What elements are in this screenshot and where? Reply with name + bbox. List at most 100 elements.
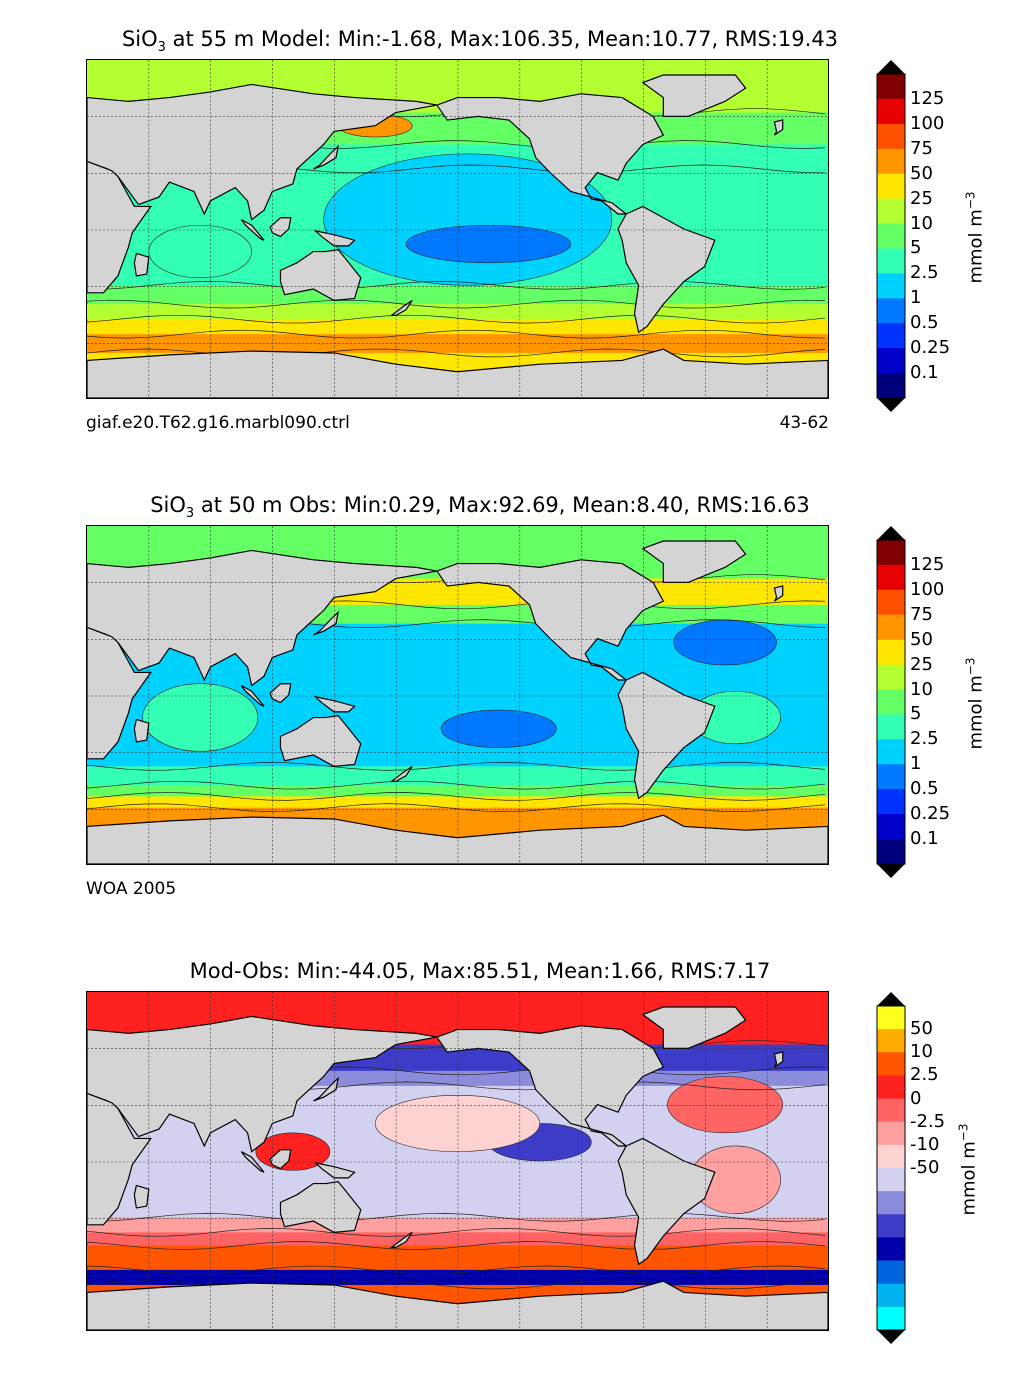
colorbar-segment bbox=[877, 348, 905, 374]
colorbar-tick-label: 125 bbox=[910, 553, 945, 575]
colorbar-segment bbox=[877, 1006, 905, 1030]
colorbar-tick-label: 50 bbox=[910, 628, 933, 650]
colorbar-tick-label: 1 bbox=[910, 287, 922, 309]
colorbar-tick-label: 0.1 bbox=[910, 362, 939, 384]
contour-line bbox=[87, 762, 826, 771]
ocean-field-band bbox=[87, 1269, 828, 1286]
map-plot bbox=[86, 525, 829, 865]
diff-panel: Mod-Obs: Min:-44.05, Max:85.51, Mean:1.6… bbox=[0, 932, 1019, 1392]
colorbar-segment bbox=[877, 1144, 905, 1169]
ocean-field-band bbox=[87, 796, 828, 809]
colorbar-segment bbox=[877, 173, 905, 200]
land-samerica bbox=[617, 205, 716, 334]
colorbar-unit: mmol m−3 bbox=[956, 1123, 980, 1216]
land-samerica bbox=[617, 671, 716, 800]
colorbar-segment bbox=[877, 664, 905, 691]
map-plot bbox=[86, 991, 829, 1331]
colorbar-tick-label: 100 bbox=[910, 578, 945, 600]
land-sumatra bbox=[240, 219, 265, 241]
land-madagascar bbox=[133, 718, 150, 743]
colorbar-tick-label: 5 bbox=[910, 703, 922, 725]
land-japan bbox=[313, 1076, 340, 1102]
colorbar-tick-label: 2.5 bbox=[910, 262, 939, 284]
land-sumatra bbox=[240, 1151, 265, 1173]
colorbar-segment bbox=[877, 839, 905, 865]
colorbar-segment bbox=[877, 1121, 905, 1146]
land-australia bbox=[279, 249, 362, 301]
colorbar-segment bbox=[877, 714, 905, 740]
colorbar-tick-label: -50 bbox=[910, 1157, 940, 1178]
contour-line bbox=[87, 1280, 826, 1290]
colorbar-tick-label: 100 bbox=[910, 112, 945, 134]
colorbar-tick-label: 75 bbox=[910, 137, 933, 159]
colorbar-tick-label: 50 bbox=[910, 1018, 933, 1040]
land-antarctica bbox=[87, 1280, 828, 1330]
land-eurasia bbox=[87, 549, 438, 687]
run-label: giaf.e20.T62.g16.marbl090.ctrl bbox=[86, 413, 350, 433]
colorbar-segment bbox=[877, 248, 905, 274]
contour-line bbox=[87, 329, 826, 339]
colorbar-tick-label: 10 bbox=[910, 212, 933, 234]
colorbar-segment bbox=[877, 1214, 905, 1238]
ocean-field-feature bbox=[148, 224, 252, 279]
colorbar-graphic bbox=[876, 60, 906, 412]
colorbar-tick-label: 0.5 bbox=[910, 778, 939, 800]
colorbar-tick-label: 50 bbox=[910, 162, 933, 184]
colorbar bbox=[876, 992, 906, 1344]
colorbar-segment bbox=[877, 789, 905, 815]
ocean-field-band bbox=[87, 785, 828, 797]
colorbar-segment bbox=[877, 198, 905, 225]
colorbar-tick-label: -10 bbox=[910, 1133, 940, 1155]
colorbar-segment bbox=[877, 1052, 905, 1076]
land-africa bbox=[87, 626, 152, 760]
colorbar-tick-label: 0.25 bbox=[910, 803, 951, 825]
land-africa bbox=[87, 160, 152, 294]
contour-line bbox=[87, 281, 826, 290]
ocean-field-feature bbox=[440, 709, 557, 748]
model-panel: SiO3 at 55 m Model: Min:-1.68, Max:106.3… bbox=[0, 0, 1019, 460]
land-newguinea bbox=[313, 1161, 356, 1179]
land-nz bbox=[389, 1231, 413, 1248]
colorbar-unit: mmol m−3 bbox=[963, 191, 987, 284]
land-antarctica bbox=[87, 814, 828, 864]
year-range-label: 43-62 bbox=[779, 413, 829, 433]
ocean-field-band bbox=[87, 334, 828, 354]
land-japan bbox=[313, 144, 340, 170]
contour-line bbox=[87, 803, 826, 812]
colorbar-segment bbox=[877, 1260, 905, 1285]
colorbar-segment bbox=[877, 739, 905, 765]
colorbar-tick-label: 0.25 bbox=[910, 337, 951, 359]
land-namerica bbox=[436, 559, 665, 681]
colorbar-segment bbox=[877, 98, 905, 125]
colorbar-segment bbox=[877, 764, 905, 790]
map-graphic bbox=[87, 60, 828, 398]
ocean-field-band bbox=[87, 766, 828, 786]
contour-line bbox=[87, 1241, 826, 1250]
contour-line bbox=[87, 299, 826, 309]
colorbar-segment bbox=[877, 373, 905, 399]
colorbar-tick-label: 0.5 bbox=[910, 312, 939, 334]
ocean-field-band bbox=[87, 285, 828, 305]
contour-line bbox=[87, 348, 826, 358]
land-namerica bbox=[436, 93, 665, 215]
panel-title: Mod-Obs: Min:-44.05, Max:85.51, Mean:1.6… bbox=[189, 959, 771, 983]
colorbar-segment bbox=[877, 540, 905, 566]
colorbar-tick-label: 5 bbox=[910, 237, 922, 259]
colorbar-segment bbox=[877, 148, 905, 175]
contour-line bbox=[87, 1213, 826, 1222]
obs-panel: SiO3 at 50 m Obs: Min:0.29, Max:92.69, M… bbox=[0, 466, 1019, 926]
colorbar-tick-label: 2.5 bbox=[910, 728, 939, 750]
map-graphic bbox=[87, 992, 828, 1330]
ocean-field-feature bbox=[374, 1094, 541, 1152]
colorbar-tick-label: 125 bbox=[910, 87, 945, 109]
colorbar-segment bbox=[877, 614, 905, 641]
colorbar-unit: mmol m−3 bbox=[963, 657, 987, 750]
contour-line bbox=[87, 314, 826, 324]
land-nz bbox=[389, 299, 413, 316]
ocean-field-band bbox=[87, 1245, 828, 1271]
colorbar-segment bbox=[877, 1306, 905, 1331]
colorbar-segment bbox=[877, 1075, 905, 1100]
ocean-field-feature bbox=[142, 683, 259, 752]
land-samerica bbox=[617, 1137, 716, 1266]
colorbar-segment bbox=[877, 323, 905, 349]
